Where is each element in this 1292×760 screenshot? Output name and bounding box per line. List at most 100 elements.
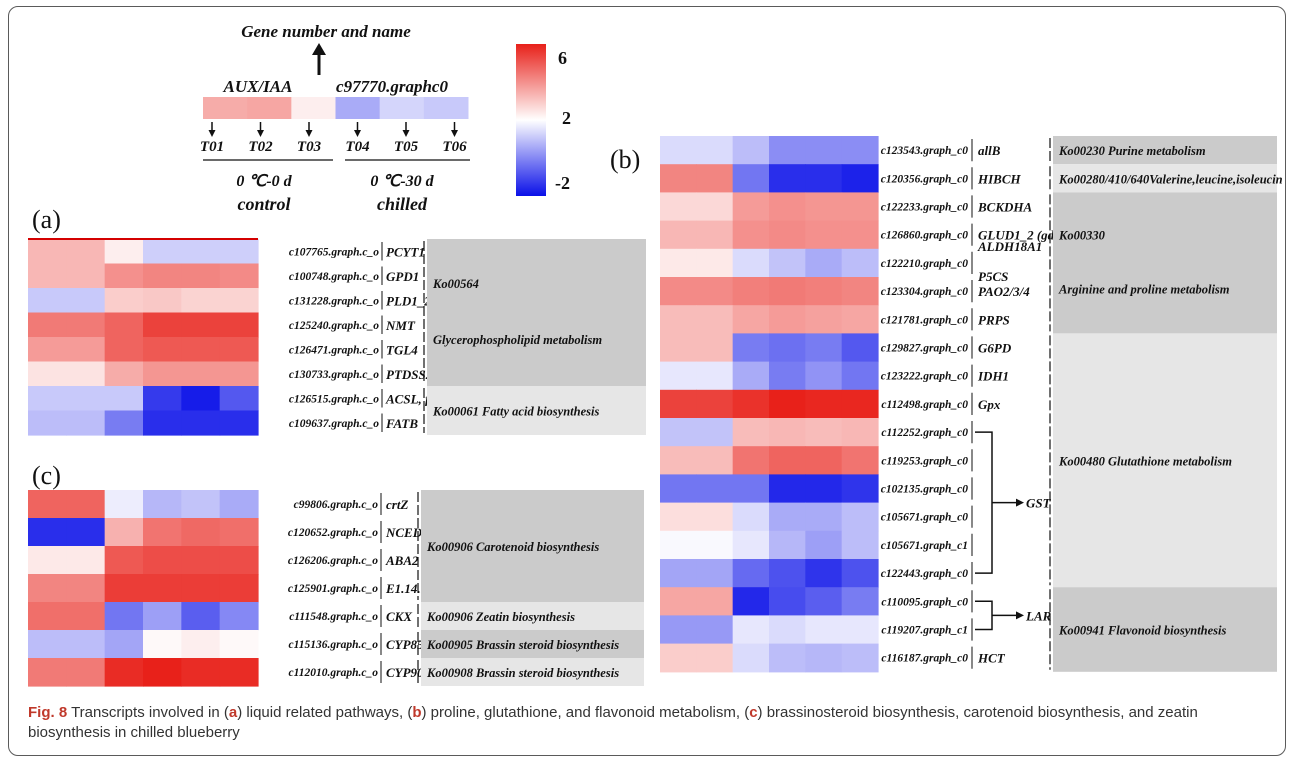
caption-fig-label: Fig. 8 <box>28 704 68 721</box>
heatmap-cell <box>219 337 259 363</box>
caption-letter-a: a <box>228 704 238 721</box>
row-id-label: c120356.graph_c0 <box>881 173 968 185</box>
heatmap-cell <box>696 333 734 363</box>
colorbar-min-label: -2 <box>555 173 570 193</box>
heatmap-cell <box>181 312 221 338</box>
colorbar-max-label: 6 <box>558 48 567 68</box>
heatmap-cell <box>28 386 67 412</box>
legend-down-arrow-head <box>402 130 410 137</box>
heatmap-cell <box>104 337 144 363</box>
heatmap-cell <box>841 643 879 673</box>
row-id-label: c110095.graph_c0 <box>881 596 968 608</box>
row-id-label: c112498.graph_c0 <box>881 399 968 411</box>
pathway-box <box>1053 136 1277 165</box>
panel-label: (c) <box>32 461 61 490</box>
row-gene-label: ALDH18A1 <box>977 239 1042 254</box>
heatmap-cell <box>219 410 259 436</box>
heatmap-cell <box>660 248 697 278</box>
heatmap-cell <box>732 615 770 645</box>
heatmap-cell <box>143 630 182 659</box>
legend-up-arrow-head <box>312 43 326 55</box>
heatmap-cell <box>219 490 259 519</box>
heatmap-cell <box>219 361 259 387</box>
pathway-box <box>1053 333 1277 588</box>
heatmap-cell <box>732 418 770 447</box>
heatmap-cell <box>732 530 770 560</box>
heatmap-cell <box>143 574 182 603</box>
row-gene-label: PTDSS2 <box>386 367 433 382</box>
heatmap-cell <box>660 333 697 363</box>
legend-down-arrow-head <box>208 130 216 137</box>
heatmap-cell <box>841 192 879 222</box>
row-id-label: c99806.graph.c_o <box>294 499 379 511</box>
heatmap-cell <box>143 337 182 363</box>
heatmap-cell <box>769 164 806 193</box>
heatmap-cell <box>143 312 182 338</box>
heatmap-cell <box>769 530 806 560</box>
pathway-box <box>1053 164 1277 193</box>
row-id-label: c100748.graph.c_o <box>289 271 379 283</box>
heatmap-cell <box>805 474 843 504</box>
pathway-box <box>1053 192 1277 334</box>
row-id-label: c126471.graph.c_o <box>289 344 379 356</box>
pathway-box <box>427 239 646 386</box>
row-id-label: c123304.graph_c0 <box>881 286 968 298</box>
heatmap-cell <box>805 446 843 475</box>
heatmap-cell <box>769 643 806 673</box>
heatmap-cell <box>66 239 106 265</box>
row-id-label: c126515.graph.c_o <box>289 393 379 405</box>
heatmap-cell <box>143 263 182 289</box>
heatmap-cell <box>181 239 221 265</box>
heatmap-cell <box>841 136 879 165</box>
pathway-box <box>1053 587 1277 672</box>
heatmap-cell <box>660 643 697 673</box>
legend-timepoint: T05 <box>394 139 419 155</box>
row-gene-label: allB <box>978 143 1001 158</box>
row-gene-label: CKX <box>386 609 412 624</box>
heatmap-cell <box>732 361 770 391</box>
heatmap-cell <box>769 559 806 588</box>
heatmap-cell <box>732 248 770 278</box>
heatmap-cell <box>805 530 843 560</box>
heatmap-cell <box>696 136 734 165</box>
row-id-label: c105671.graph_c0 <box>881 512 968 524</box>
legend-group1-name: control <box>237 194 290 214</box>
heatmap-cell <box>660 530 697 560</box>
heatmap-cell <box>805 277 843 306</box>
heatmap-cell <box>660 389 697 419</box>
row-id-label: c126206.graph.c_o <box>288 555 378 567</box>
heatmap-cell <box>181 518 221 547</box>
heatmap-cell <box>660 446 697 475</box>
heatmap-cell <box>805 192 843 222</box>
row-gene-label: PRPS <box>978 312 1010 327</box>
heatmap-cell <box>181 263 221 289</box>
legend-down-arrow-head <box>257 130 264 137</box>
heatmap-cell <box>660 615 697 645</box>
heatmap-cell <box>219 239 259 265</box>
heatmap-cell <box>143 410 182 436</box>
heatmap-cell <box>28 312 67 338</box>
heatmap-cell <box>841 559 879 588</box>
row-gene-label: ABA2 <box>385 553 419 568</box>
heatmap-cell <box>181 546 221 575</box>
row-gene-label: PCYT1 <box>386 244 425 259</box>
heatmap-cell <box>769 305 806 334</box>
heatmap-cell <box>841 248 879 278</box>
heatmap-cell <box>805 248 843 278</box>
heatmap-cell <box>805 361 843 391</box>
heatmap-cell <box>219 658 259 687</box>
row-id-label: c107765.graph.c_o <box>289 246 379 258</box>
heatmap-cell <box>732 277 770 306</box>
heatmap-cell <box>696 361 734 391</box>
pathway-label: Ko00061 Fatty acid biosynthesis <box>432 405 599 419</box>
heatmap-cell <box>104 602 144 631</box>
legend-down-arrow-head <box>354 130 361 137</box>
heatmap-cell <box>104 658 144 687</box>
heatmap-cell <box>104 574 144 603</box>
heatmap-cell <box>696 192 734 222</box>
row-gene-label: PLD1_2 <box>386 293 431 308</box>
heatmap-cell <box>805 615 843 645</box>
heatmap-cell <box>841 220 879 250</box>
heatmap-cell <box>66 263 106 289</box>
